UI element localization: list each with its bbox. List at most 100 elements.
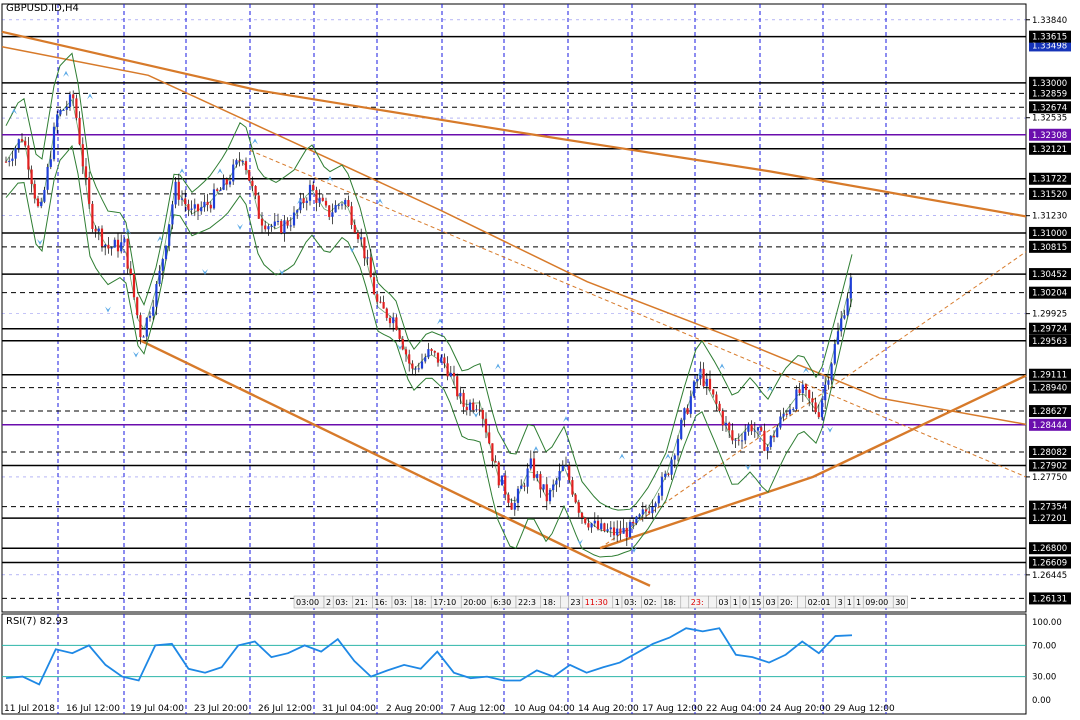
candle-bull — [334, 205, 337, 213]
candle-bear — [286, 220, 289, 226]
candle-bull — [705, 378, 708, 387]
candle-bear — [750, 424, 753, 432]
fractal-arrow-icon — [279, 268, 285, 275]
time-axis-label: 24 Aug 20:00 — [770, 704, 831, 714]
candle-bull — [683, 408, 686, 420]
candle-bear — [481, 410, 484, 419]
fractal-arrow-icon — [377, 198, 383, 205]
candle-bear — [603, 523, 606, 532]
candle-bull — [427, 349, 430, 358]
candle-bear — [321, 197, 324, 201]
fractal-arrow-icon — [563, 416, 569, 423]
candle-bull — [520, 485, 523, 489]
candle-bear — [347, 199, 350, 207]
fractal-arrow-icon — [349, 246, 355, 253]
time-axis-label: 16 Jul 12:00 — [66, 704, 120, 714]
candle-bear — [584, 517, 587, 524]
rsi-line — [5, 627, 853, 686]
time-strip-cell — [892, 595, 908, 609]
candle-bull — [801, 384, 804, 394]
candle-bull — [104, 244, 107, 247]
candle-bear — [648, 511, 651, 514]
candle-bull — [747, 424, 750, 432]
candle-bear — [72, 94, 75, 99]
candle-bear — [132, 274, 136, 298]
candle-bull — [676, 438, 680, 456]
time-strip-label: 02:01 — [808, 598, 831, 607]
candle-bull — [171, 204, 174, 225]
candle-bull — [820, 400, 824, 418]
time-axis-label: 26 Jul 12:00 — [258, 704, 312, 714]
candle-bull — [513, 502, 516, 510]
rsi-title: RSI(7) 82.93 — [6, 616, 69, 627]
candle-bear — [494, 461, 497, 463]
fractal-arrow-icon — [125, 228, 131, 235]
fractal-arrow-icon — [11, 108, 17, 115]
candle-bull — [52, 126, 56, 160]
candle-bull — [500, 475, 504, 486]
candle-bull — [526, 468, 529, 487]
price-axis-label: 1.26131 — [1032, 594, 1067, 604]
rsi-axis-label: 100.00 — [1032, 618, 1062, 628]
candle-bull — [164, 245, 168, 259]
candle-bull — [46, 166, 49, 190]
candle-bull — [824, 384, 827, 401]
candle-bear — [353, 224, 356, 233]
candle-bull — [555, 480, 558, 485]
price-label-box — [1029, 445, 1071, 458]
time-strip-cell — [560, 595, 569, 609]
candle-bear — [385, 308, 388, 318]
price-label-box — [1029, 405, 1071, 418]
candle-bull — [558, 471, 561, 481]
rsi-axis-label: 30.00 — [1032, 673, 1056, 683]
price-label-box — [1029, 268, 1071, 281]
candle-bull — [270, 225, 273, 227]
fractal-arrow-icon — [105, 306, 111, 313]
candle-bear — [328, 205, 331, 217]
candle-bull — [468, 402, 472, 411]
price-label-box — [1029, 240, 1071, 253]
candle-bull — [276, 220, 280, 222]
time-strip-label: 0 — [742, 598, 747, 607]
price-axis-label: 1.32674 — [1032, 103, 1067, 113]
candle-bear — [350, 206, 353, 225]
candle-bull — [203, 201, 206, 208]
candle-bull — [536, 474, 539, 478]
candle-bear — [708, 378, 712, 390]
price-axis-label: 1.28082 — [1032, 448, 1067, 458]
candle-bear — [484, 418, 488, 433]
candle-bull — [734, 439, 737, 441]
candle-bull — [308, 184, 312, 201]
candle-bear — [225, 179, 228, 185]
price-label-box — [1029, 142, 1071, 155]
time-axis-label: 7 Aug 12:00 — [450, 704, 505, 714]
candle-bull — [548, 489, 552, 502]
candle-bull — [11, 158, 14, 161]
candle-bull — [241, 161, 244, 163]
candle-bull — [56, 114, 59, 127]
price-axis-label: 1.32308 — [1032, 131, 1067, 141]
candle-bear — [804, 384, 808, 391]
candle-bear — [100, 228, 104, 247]
candle-bear — [523, 485, 526, 487]
candle-bear — [196, 204, 200, 212]
band-lower — [5, 144, 853, 558]
candle-bull — [830, 363, 833, 381]
candle-bear — [20, 139, 24, 142]
time-strip-label: 18: — [663, 598, 676, 607]
price-axis-label: 1.32535 — [1032, 114, 1067, 124]
candle-bull — [200, 207, 203, 212]
price-axis-label: 1.30452 — [1032, 270, 1067, 280]
candle-bull — [222, 179, 225, 190]
price-label-box — [1029, 334, 1071, 347]
candle-bull — [331, 212, 334, 217]
candle-bull — [158, 270, 161, 285]
candle-bull — [696, 378, 699, 382]
time-strip-label: 23 — [570, 598, 580, 607]
fractal-arrow-icon — [827, 426, 833, 433]
candle-bear — [206, 201, 209, 205]
candle-bull — [392, 317, 395, 324]
price-panel-frame — [1, 3, 1027, 613]
price-axis-label: 1.30815 — [1032, 243, 1067, 253]
